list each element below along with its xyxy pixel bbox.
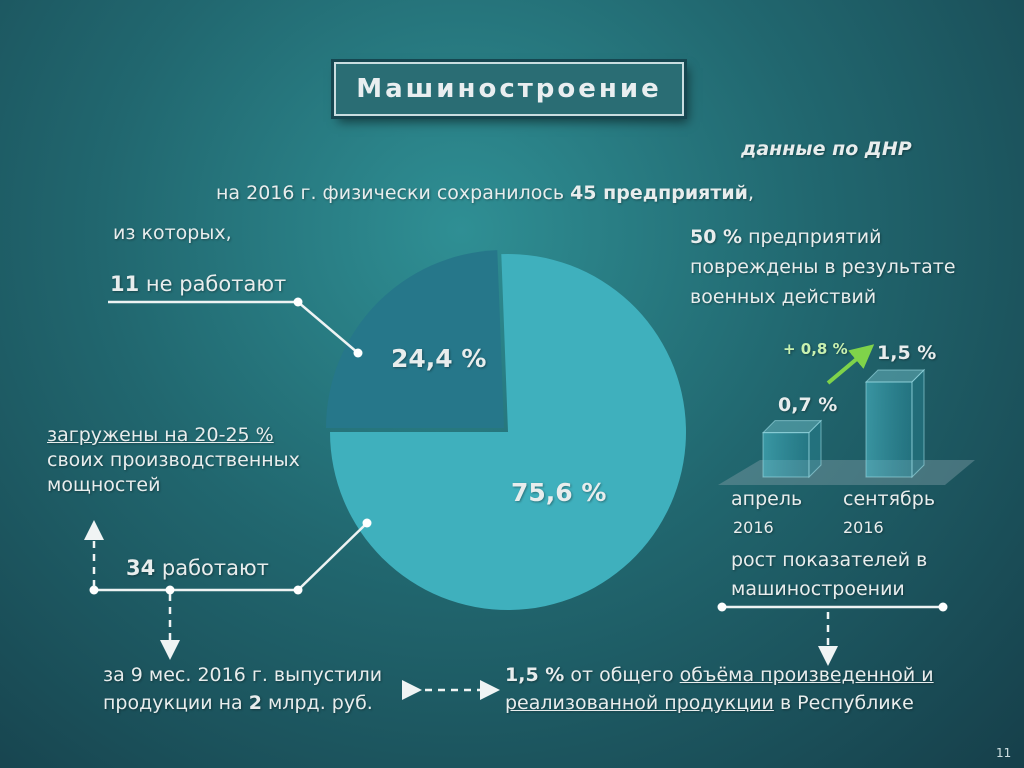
bar-chart bbox=[718, 344, 975, 485]
pie-chart bbox=[326, 250, 686, 611]
pie-slice-1 bbox=[326, 250, 504, 428]
damaged-text: 50 % предприятий повреждены в результате… bbox=[690, 222, 956, 312]
output-amount: 2 bbox=[248, 692, 262, 714]
of-which-text: из которых, bbox=[113, 222, 232, 244]
damaged-line-2: повреждены в результате bbox=[690, 256, 956, 278]
working-text: 34 работают bbox=[126, 556, 269, 580]
bar-1 bbox=[761, 419, 823, 479]
share-underlined-1: объёма произведенной и bbox=[679, 664, 934, 686]
damaged-percent: 50 % bbox=[690, 226, 743, 248]
growth-caption-2: машиностроении bbox=[731, 578, 905, 600]
bar-2 bbox=[864, 368, 926, 479]
share-text-1: от общего bbox=[564, 664, 680, 686]
bar-1-month: апрель bbox=[731, 488, 803, 510]
damaged-line-1: предприятий bbox=[742, 226, 882, 248]
pie-slice-2 bbox=[330, 254, 686, 611]
dashed-arrows bbox=[84, 520, 838, 700]
intro-bold: 45 предприятий bbox=[570, 182, 748, 204]
pie-label-small: 24,4 % bbox=[391, 344, 487, 373]
loaded-line-3: мощностей bbox=[47, 474, 161, 496]
working-label: работают bbox=[155, 556, 269, 580]
output-line-2-prefix: продукции на bbox=[103, 692, 249, 714]
working-count: 34 bbox=[126, 556, 156, 580]
bar-2-month: сентябрь bbox=[843, 488, 936, 510]
intro-prefix: на 2016 г. физически сохранилось bbox=[216, 182, 571, 204]
growth-caption: рост показателей в машиностроении bbox=[731, 546, 927, 604]
damaged-line-3: военных действий bbox=[690, 286, 877, 308]
pie-label-large: 75,6 % bbox=[511, 478, 607, 507]
bar-2-year: 2016 bbox=[843, 518, 884, 537]
not-working-count: 11 bbox=[110, 272, 140, 296]
intro-text: на 2016 г. физически сохранилось 45 пред… bbox=[216, 182, 754, 204]
share-text-2: в Республике bbox=[773, 692, 914, 714]
share-underlined-2: реализованной продукции bbox=[505, 692, 774, 714]
output-line-1: за 9 мес. 2016 г. выпустили bbox=[103, 664, 383, 686]
loaded-line-2: своих производственных bbox=[47, 449, 300, 471]
source-note: данные по ДНР bbox=[741, 138, 912, 160]
bar-1-year: 2016 bbox=[733, 518, 774, 537]
output-line-2-suffix: млрд. руб. bbox=[261, 692, 373, 714]
bar-2-value: 1,5 % bbox=[877, 342, 937, 364]
not-working-label: не работают bbox=[139, 272, 287, 296]
not-working-text: 11 не работают bbox=[110, 272, 286, 296]
loaded-line-1: загружены на 20-25 % bbox=[47, 424, 274, 446]
share-text: 1,5 % от общего объёма произведенной и р… bbox=[505, 664, 934, 714]
connector-dots bbox=[89, 297, 948, 612]
slide-title: Машиностроение bbox=[356, 74, 662, 104]
intro-suffix: , bbox=[747, 182, 755, 204]
growth-caption-1: рост показателей в bbox=[731, 549, 928, 571]
loaded-text: загружены на 20-25 % своих производствен… bbox=[47, 424, 300, 496]
output-text: за 9 мес. 2016 г. выпустили продукции на… bbox=[103, 664, 382, 714]
page-number: 11 bbox=[996, 746, 1012, 760]
bar-1-value: 0,7 % bbox=[778, 394, 838, 416]
share-percent: 1,5 % bbox=[505, 664, 565, 686]
growth-label: + 0,8 % bbox=[783, 340, 848, 358]
slide-title-box: Машиностроение bbox=[334, 62, 684, 116]
growth-arrow bbox=[826, 344, 875, 385]
